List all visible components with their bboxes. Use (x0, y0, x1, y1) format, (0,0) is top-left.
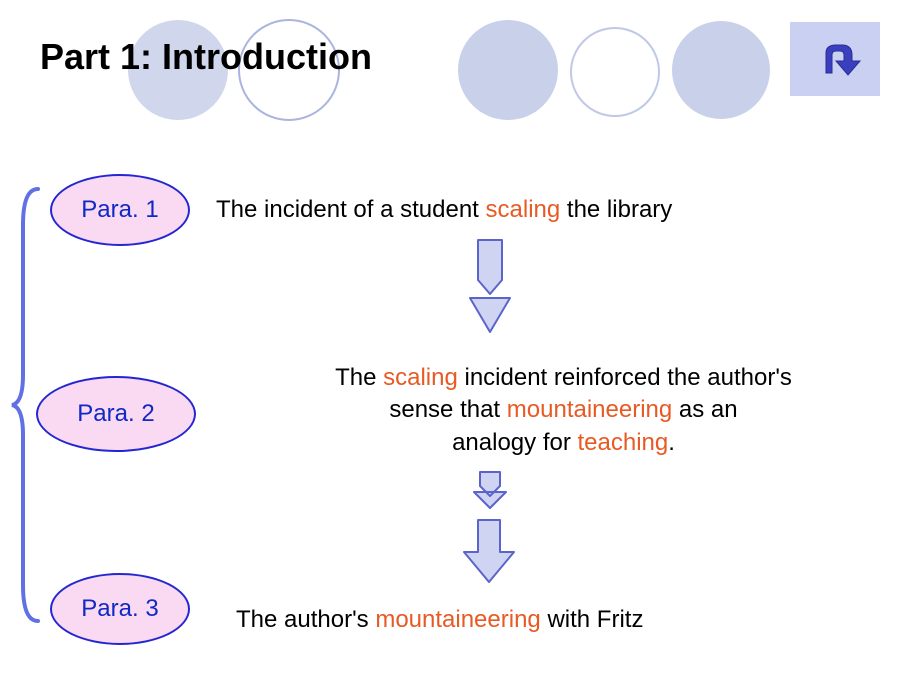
para-1-text: The incident of a student scaling the li… (216, 194, 896, 226)
text-fragment: the library (560, 196, 672, 223)
text-fragment: sense that (389, 396, 506, 423)
back-button[interactable] (790, 22, 880, 96)
down-arrow-3 (460, 516, 518, 586)
para-label: Para. 3 (81, 595, 158, 623)
text-fragment: The incident of a student (216, 196, 486, 223)
text-fragment: The (335, 364, 383, 391)
text-fragment: analogy for (452, 429, 577, 456)
u-turn-icon (806, 39, 864, 79)
highlight: scaling (486, 196, 561, 223)
highlight: scaling (383, 364, 458, 391)
highlight: mountaineering (507, 396, 672, 423)
para-node-2: Para. 2 (36, 376, 196, 452)
down-arrow-1 (466, 236, 514, 336)
para-node-3: Para. 3 (50, 573, 190, 645)
para-node-1: Para. 1 (50, 174, 190, 246)
header-circle (672, 21, 770, 119)
para-3-text: The author's mountaineering with Fritz (236, 604, 836, 636)
highlight: teaching (578, 429, 669, 456)
text-fragment: as an (672, 396, 737, 423)
para-2-text: The scaling incident reinforced the auth… (236, 362, 891, 459)
header-circle (570, 27, 660, 117)
para-label: Para. 2 (77, 400, 154, 428)
text-fragment: with Fritz (541, 606, 644, 633)
page-title: Part 1: Introduction (40, 36, 372, 78)
text-fragment: The author's (236, 606, 375, 633)
header-circle (458, 20, 558, 120)
highlight: mountaineering (375, 606, 540, 633)
text-fragment: incident reinforced the author's (458, 364, 792, 391)
para-label: Para. 1 (81, 196, 158, 224)
text-fragment: . (668, 429, 675, 456)
down-arrow-2 (470, 470, 510, 510)
